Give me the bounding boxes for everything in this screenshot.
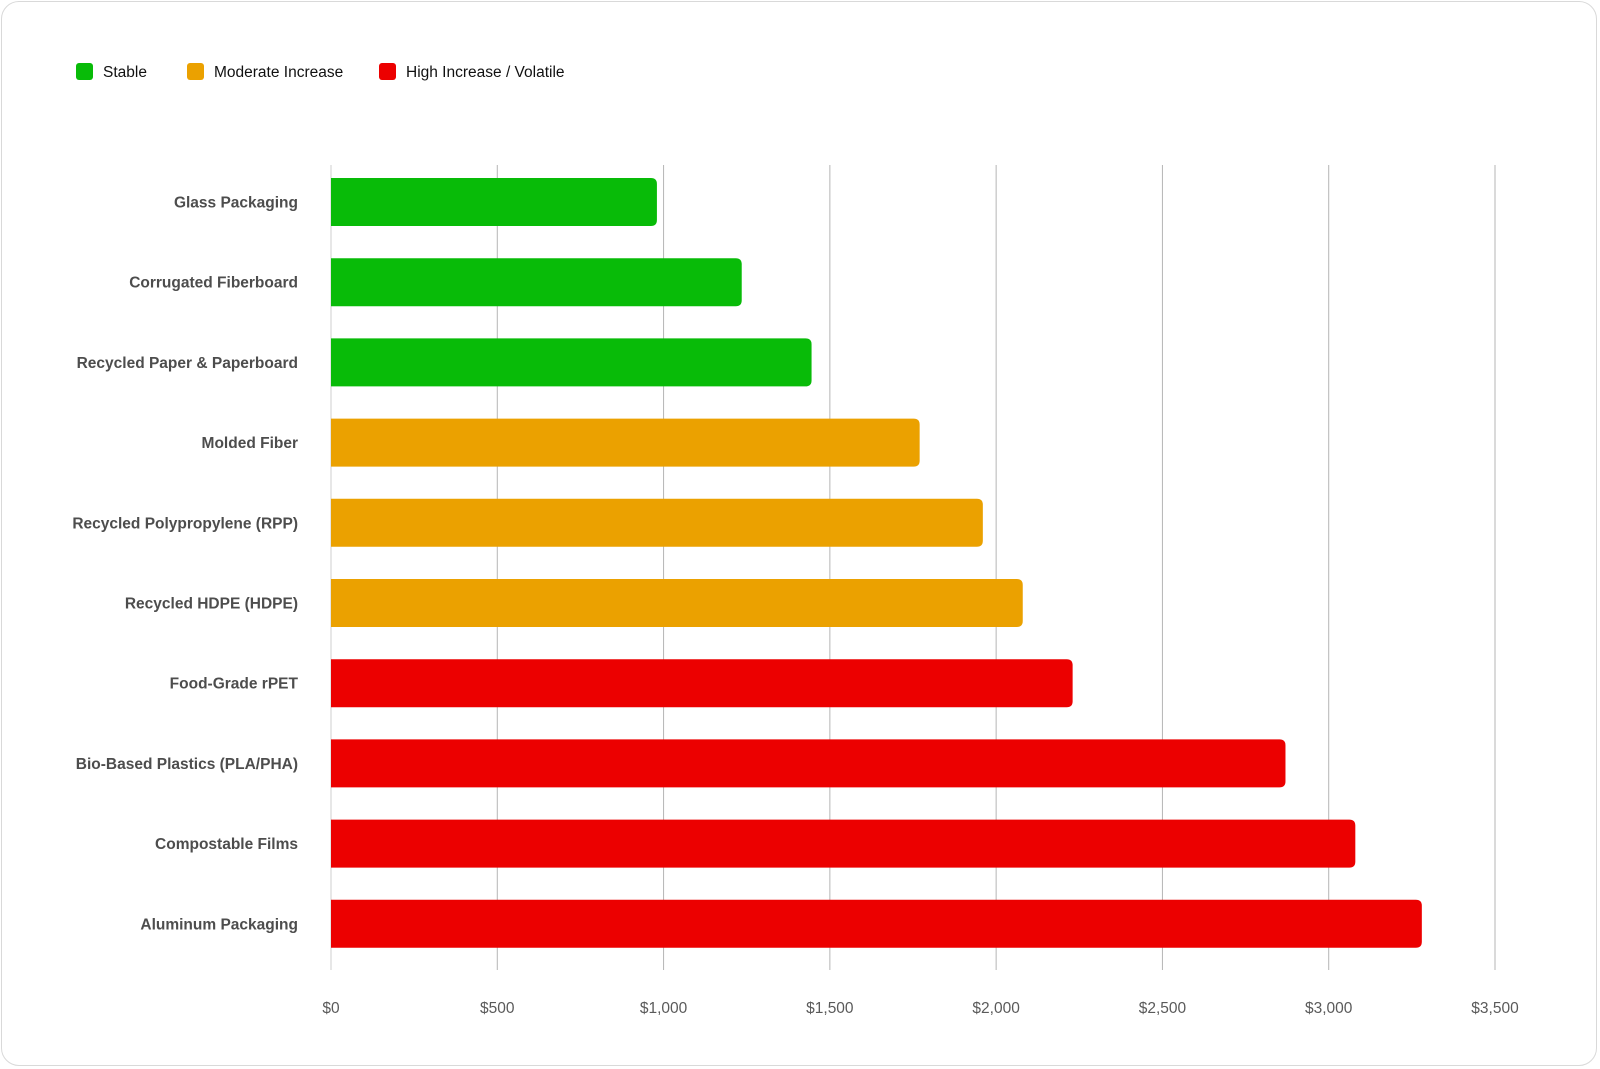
bars (331, 178, 1422, 948)
bar-9 (331, 819, 1356, 868)
bar-3 (331, 338, 812, 387)
category-label-1: Glass Packaging (174, 195, 298, 212)
x-tick-label-5: $2,500 (1139, 1000, 1187, 1017)
bar-8 (331, 739, 1286, 788)
x-tick-label-3: $1,500 (806, 1000, 854, 1017)
bar-5 (331, 498, 983, 547)
category-labels: Glass Packaging Corrugated Fiberboard Recy… (72, 195, 298, 934)
x-tick-label-6: $3,000 (1305, 1000, 1353, 1017)
category-label-5: Recycled Polypropylene (RPP) (72, 515, 298, 532)
category-label-2: Corrugated Fiberboard (129, 275, 298, 292)
x-tick-label-2: $1,000 (640, 1000, 688, 1017)
x-tick-label-0: $0 (322, 1000, 340, 1017)
bar-4 (331, 418, 920, 467)
category-label-6: Recycled HDPE (HDPE) (125, 596, 298, 613)
legend-label-2: Moderate Increase (214, 64, 343, 81)
x-tick-label-4: $2,000 (972, 1000, 1020, 1017)
category-label-9: Compostable Films (155, 836, 298, 853)
category-label-3: Recycled Paper & Paperboard (77, 355, 298, 372)
bar-2 (331, 258, 742, 307)
legend-label-3: High Increase / Volatile (406, 64, 565, 81)
category-label-10: Aluminum Packaging (140, 916, 298, 933)
legend-label-1: Stable (103, 64, 147, 81)
bar-1 (331, 178, 657, 226)
legend-swatch-2 (187, 63, 204, 80)
x-axis-tick-labels: $0 $500 $1,000 $1,500 $2,000 $2,500 $3,000 $3,5… (322, 1000, 1519, 1017)
bar-6 (331, 579, 1023, 627)
x-tick-label-7: $3,500 (1471, 1000, 1519, 1017)
x-tick-label-1: $500 (480, 1000, 515, 1017)
legend-swatch-3 (379, 63, 396, 80)
category-label-8: Bio-Based Plastics (PLA/PHA) (76, 756, 298, 773)
category-label-7: Food-Grade rPET (170, 676, 299, 693)
legend-swatch-1 (76, 63, 93, 80)
bar-10 (331, 899, 1422, 948)
category-label-4: Molded Fiber (202, 435, 298, 452)
bar-7 (331, 659, 1073, 708)
legend: Stable Moderate Increase High Increase / V… (76, 63, 565, 81)
